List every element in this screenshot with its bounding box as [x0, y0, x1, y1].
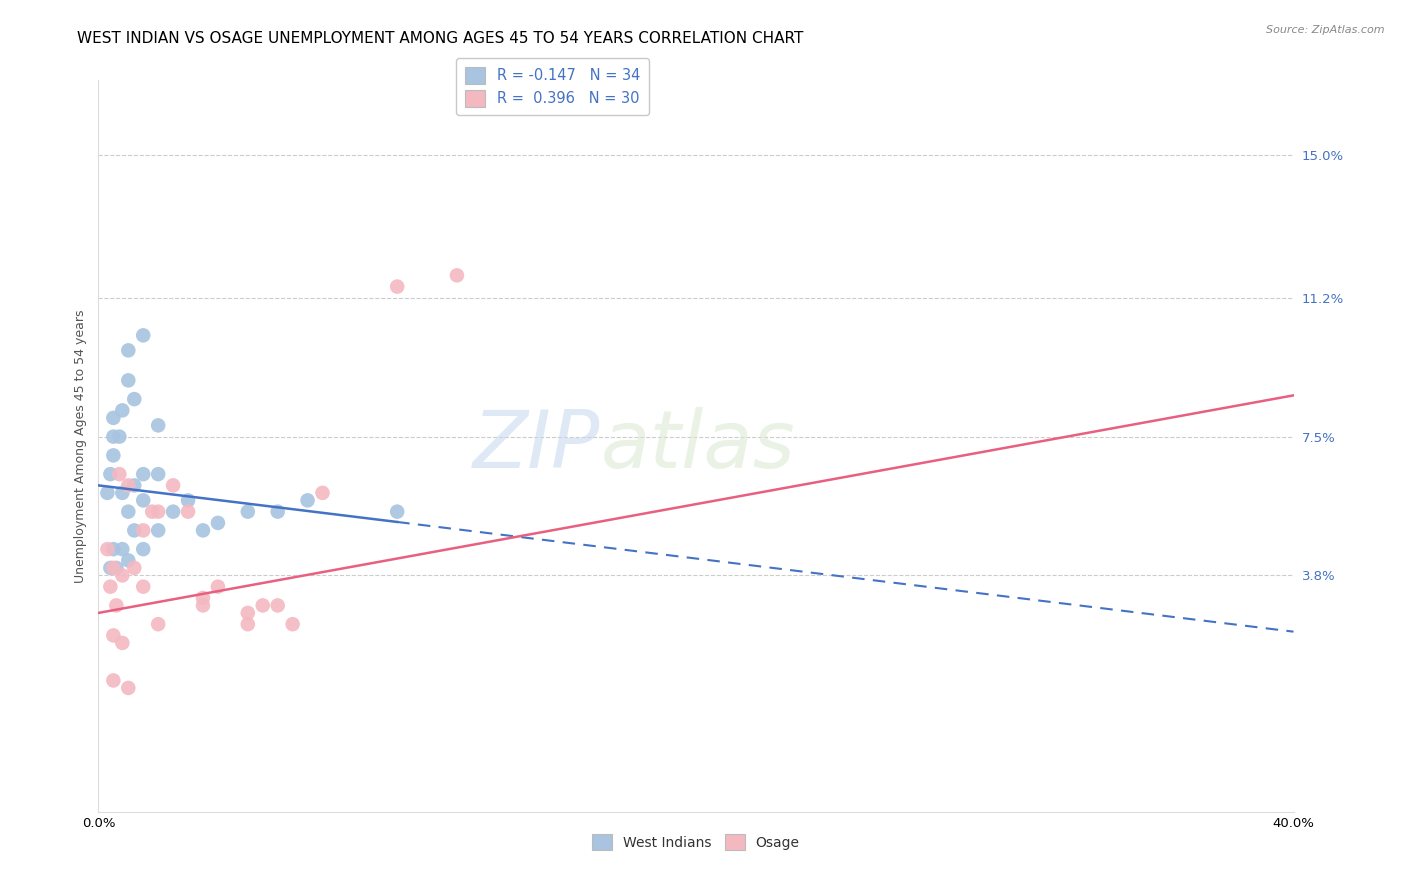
Point — [132, 493, 155, 508]
Point — [117, 553, 139, 567]
Point — [105, 599, 128, 613]
Point — [385, 505, 409, 519]
Point — [148, 617, 170, 632]
Point — [236, 606, 259, 620]
Point — [117, 343, 139, 358]
Point — [148, 467, 170, 482]
Point — [385, 279, 409, 293]
Point — [148, 418, 170, 433]
Point — [177, 505, 200, 519]
Point — [103, 673, 125, 688]
Text: WEST INDIAN VS OSAGE UNEMPLOYMENT AMONG AGES 45 TO 54 YEARS CORRELATION CHART: WEST INDIAN VS OSAGE UNEMPLOYMENT AMONG … — [77, 31, 804, 46]
Point — [132, 542, 155, 557]
Point — [117, 681, 139, 695]
Point — [446, 268, 468, 283]
Point — [162, 505, 184, 519]
Text: ZIP: ZIP — [472, 407, 600, 485]
Point — [207, 580, 229, 594]
Point — [103, 561, 125, 575]
Point — [191, 599, 214, 613]
Point — [124, 478, 146, 492]
Point — [111, 636, 134, 650]
Point — [297, 493, 319, 508]
Point — [96, 542, 118, 557]
Y-axis label: Unemployment Among Ages 45 to 54 years: Unemployment Among Ages 45 to 54 years — [75, 310, 87, 582]
Point — [117, 373, 139, 387]
Point — [105, 561, 128, 575]
Point — [108, 467, 131, 482]
Point — [132, 580, 155, 594]
Text: atlas: atlas — [600, 407, 796, 485]
Point — [124, 561, 146, 575]
Point — [281, 617, 304, 632]
Point — [148, 505, 170, 519]
Point — [132, 467, 155, 482]
Point — [191, 524, 214, 538]
Point — [111, 542, 134, 557]
Point — [252, 599, 274, 613]
Point — [148, 524, 170, 538]
Point — [124, 524, 146, 538]
Point — [236, 617, 259, 632]
Point — [98, 467, 122, 482]
Point — [177, 493, 200, 508]
Point — [111, 403, 134, 417]
Point — [98, 561, 122, 575]
Point — [117, 478, 139, 492]
Point — [98, 580, 122, 594]
Point — [162, 478, 184, 492]
Point — [103, 628, 125, 642]
Point — [117, 505, 139, 519]
Point — [103, 449, 125, 463]
Legend: West Indians, Osage: West Indians, Osage — [586, 829, 806, 856]
Point — [96, 486, 118, 500]
Point — [207, 516, 229, 530]
Point — [124, 392, 146, 406]
Text: Source: ZipAtlas.com: Source: ZipAtlas.com — [1267, 25, 1385, 35]
Point — [132, 328, 155, 343]
Point — [111, 486, 134, 500]
Point — [103, 542, 125, 557]
Point — [311, 486, 333, 500]
Point — [236, 505, 259, 519]
Point — [108, 429, 131, 443]
Point — [103, 410, 125, 425]
Point — [141, 505, 163, 519]
Point — [191, 591, 214, 605]
Point — [111, 568, 134, 582]
Point — [132, 524, 155, 538]
Point — [267, 505, 290, 519]
Point — [103, 429, 125, 443]
Point — [267, 599, 290, 613]
